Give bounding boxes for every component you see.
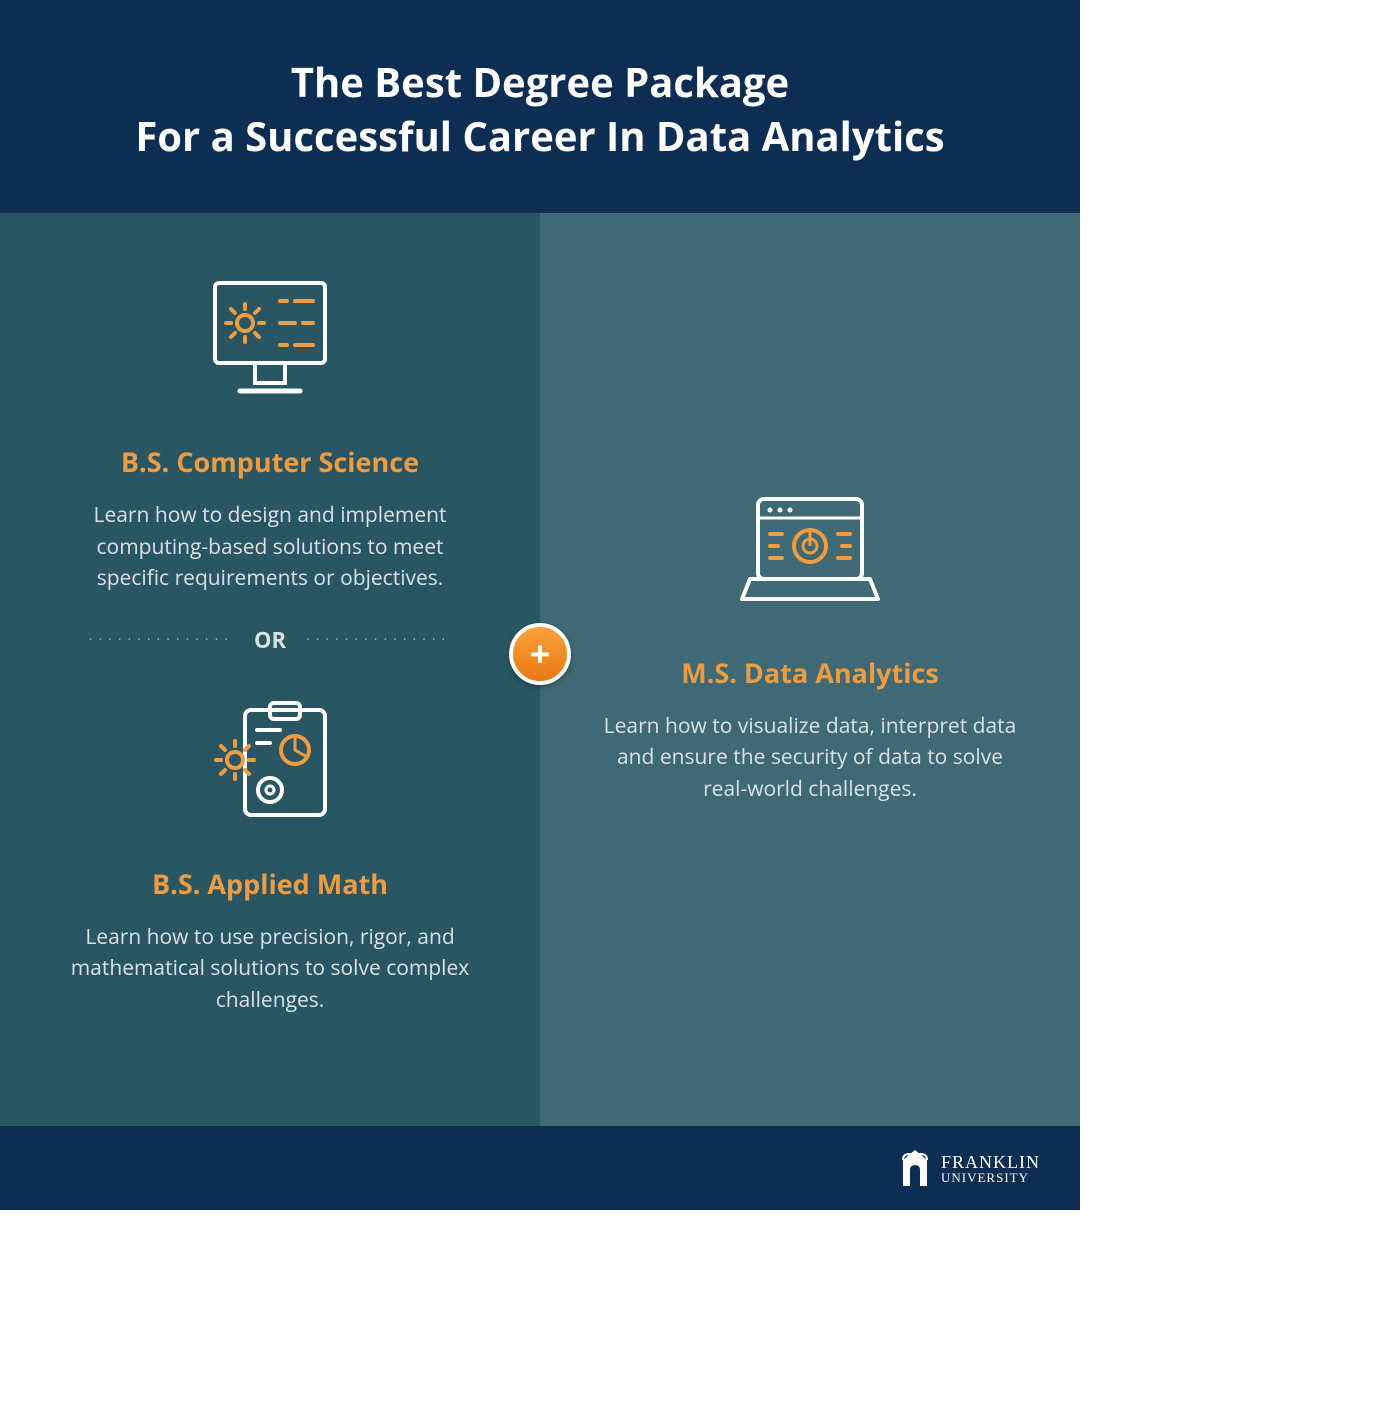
franklin-logo: FRANKLIN UNIVERSITY [897, 1148, 1040, 1188]
main-title: The Best Degree Package For a Successful… [40, 55, 1040, 163]
or-label: OR [250, 625, 290, 655]
header: The Best Degree Package For a Successful… [0, 0, 1080, 213]
degree-cs-description: Learn how to design and implement comput… [60, 500, 480, 595]
main-content: B.S. Computer Science Learn how to desig… [0, 213, 1080, 1126]
computer-gear-icon [50, 273, 490, 413]
brand-subtitle: UNIVERSITY [941, 1171, 1040, 1184]
dots-left: ··············· [89, 630, 234, 649]
infographic-container: The Best Degree Package For a Successful… [0, 0, 1080, 1210]
title-line-1: The Best Degree Package [291, 54, 789, 109]
franklin-logo-text: FRANKLIN UNIVERSITY [941, 1153, 1040, 1184]
degree-ms-description: Learn how to visualize data, interpret d… [600, 711, 1020, 806]
footer: FRANKLIN UNIVERSITY [0, 1126, 1080, 1210]
franklin-logo-icon [897, 1148, 933, 1188]
title-line-2: For a Successful Career In Data Analytic… [135, 108, 944, 163]
degree-math-description: Learn how to use precision, rigor, and m… [60, 922, 480, 1017]
degree-ms-block: M.S. Data Analytics Learn how to visuali… [590, 484, 1030, 806]
or-divider: ··············· OR ··············· [50, 625, 490, 655]
dots-right: ··············· [306, 630, 451, 649]
brand-name: FRANKLIN [941, 1153, 1040, 1171]
plus-symbol: + [530, 636, 551, 672]
clipboard-gear-icon [50, 695, 490, 835]
laptop-chart-icon [590, 484, 1030, 624]
graduate-panel: M.S. Data Analytics Learn how to visuali… [540, 213, 1080, 1126]
degree-math-title: B.S. Applied Math [50, 865, 490, 902]
degree-cs-title: B.S. Computer Science [50, 443, 490, 480]
undergraduate-panel: B.S. Computer Science Learn how to desig… [0, 213, 540, 1126]
degree-cs-block: B.S. Computer Science Learn how to desig… [50, 273, 490, 595]
degree-ms-title: M.S. Data Analytics [590, 654, 1030, 691]
plus-connector: + [509, 623, 571, 685]
degree-math-block: B.S. Applied Math Learn how to use preci… [50, 695, 490, 1017]
